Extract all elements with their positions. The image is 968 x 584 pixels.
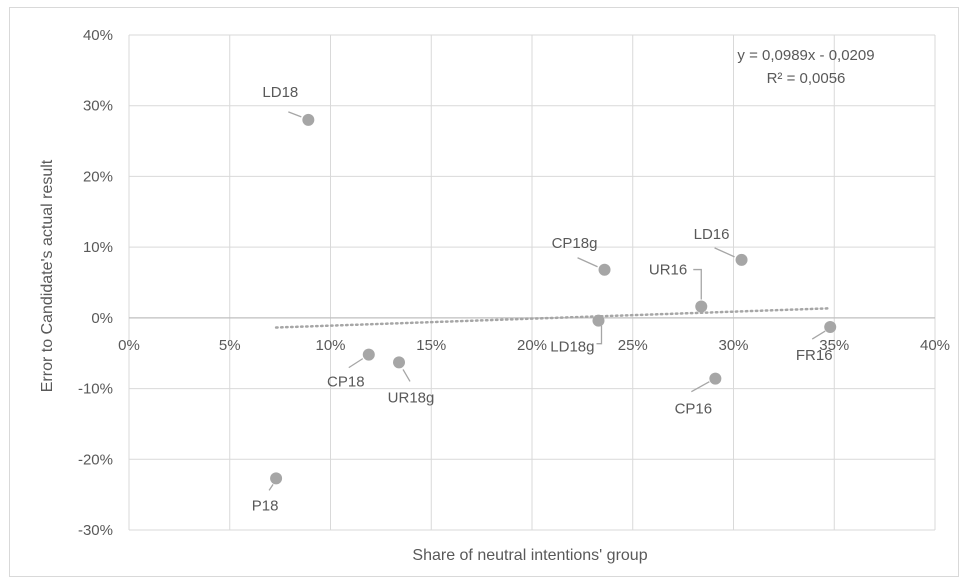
trendline-r-squared: R² = 0,0056 <box>767 70 846 87</box>
x-tick-label: 30% <box>718 337 748 354</box>
label-leader-line <box>348 358 364 369</box>
y-tick-label: -30% <box>78 522 113 539</box>
label-leader-line <box>268 484 274 491</box>
data-points <box>270 113 837 485</box>
trendline-equation: y = 0,0989x - 0,0209 <box>737 47 874 64</box>
x-tick-label: 35% <box>819 337 849 354</box>
label-leader-line <box>811 330 826 340</box>
data-point <box>393 356 406 369</box>
data-point-label: FR16 <box>796 347 833 364</box>
tick-labels: 0% 5% 10% 15% 20% 25% 30% 35% 40% 40% 30% 20% 10% 0% -… <box>78 27 950 539</box>
y-tick-label: 30% <box>83 98 113 115</box>
data-point-label: LD18g <box>550 339 594 356</box>
data-point-label: P18 <box>252 497 279 514</box>
label-leader-line <box>691 381 710 393</box>
data-point-label: UR18g <box>388 389 435 406</box>
data-point-label: LD18 <box>262 84 298 101</box>
label-leader-line <box>596 325 603 345</box>
x-tick-label: 20% <box>517 337 547 354</box>
data-point <box>709 372 722 385</box>
data-point <box>598 263 611 276</box>
y-tick-label: 20% <box>83 168 113 185</box>
y-axis-title: Error to Candidate's actual result <box>39 159 56 392</box>
label-leader-line <box>577 257 598 268</box>
data-point <box>824 321 837 334</box>
trendline <box>274 307 832 329</box>
gridlines <box>128 34 936 531</box>
data-point-label: UR16 <box>649 262 687 279</box>
label-leader-line <box>714 247 735 258</box>
y-tick-label: 0% <box>91 310 113 327</box>
trendline-group <box>274 307 832 329</box>
label-leader-line <box>402 369 411 382</box>
label-leader-line <box>693 268 702 300</box>
y-tick-label: -20% <box>78 451 113 468</box>
data-point-label: CP18 <box>327 374 365 391</box>
data-labels: LD18 P18 CP18 UR18g LD18g CP18g UR16 CP16 LD16 FR… <box>252 84 833 515</box>
data-point <box>695 300 708 313</box>
y-tick-label: 10% <box>83 239 113 256</box>
data-point <box>735 253 748 266</box>
y-tick-label: -10% <box>78 381 113 398</box>
x-tick-label: 40% <box>920 337 950 354</box>
data-point-label: LD16 <box>694 226 730 243</box>
x-tick-label: 25% <box>618 337 648 354</box>
data-point <box>302 113 315 126</box>
y-tick-label: 40% <box>83 27 113 44</box>
data-point <box>362 348 375 361</box>
data-point-label: CP18g <box>552 235 598 252</box>
x-tick-label: 15% <box>416 337 446 354</box>
scatter-chart: LD18 P18 CP18 UR18g LD18g CP18g UR16 CP16 LD16 FR… <box>39 27 950 564</box>
x-axis-title: Share of neutral intentions' group <box>412 547 647 564</box>
label-leader-line <box>288 111 302 118</box>
x-tick-label: 5% <box>219 337 241 354</box>
data-point <box>270 472 283 485</box>
data-point <box>592 314 605 327</box>
data-point-label: CP16 <box>675 401 713 418</box>
x-tick-label: 10% <box>315 337 345 354</box>
chart-frame: LD18 P18 CP18 UR18g LD18g CP18g UR16 CP16 LD16 FR… <box>9 7 959 577</box>
x-tick-label: 0% <box>118 337 140 354</box>
